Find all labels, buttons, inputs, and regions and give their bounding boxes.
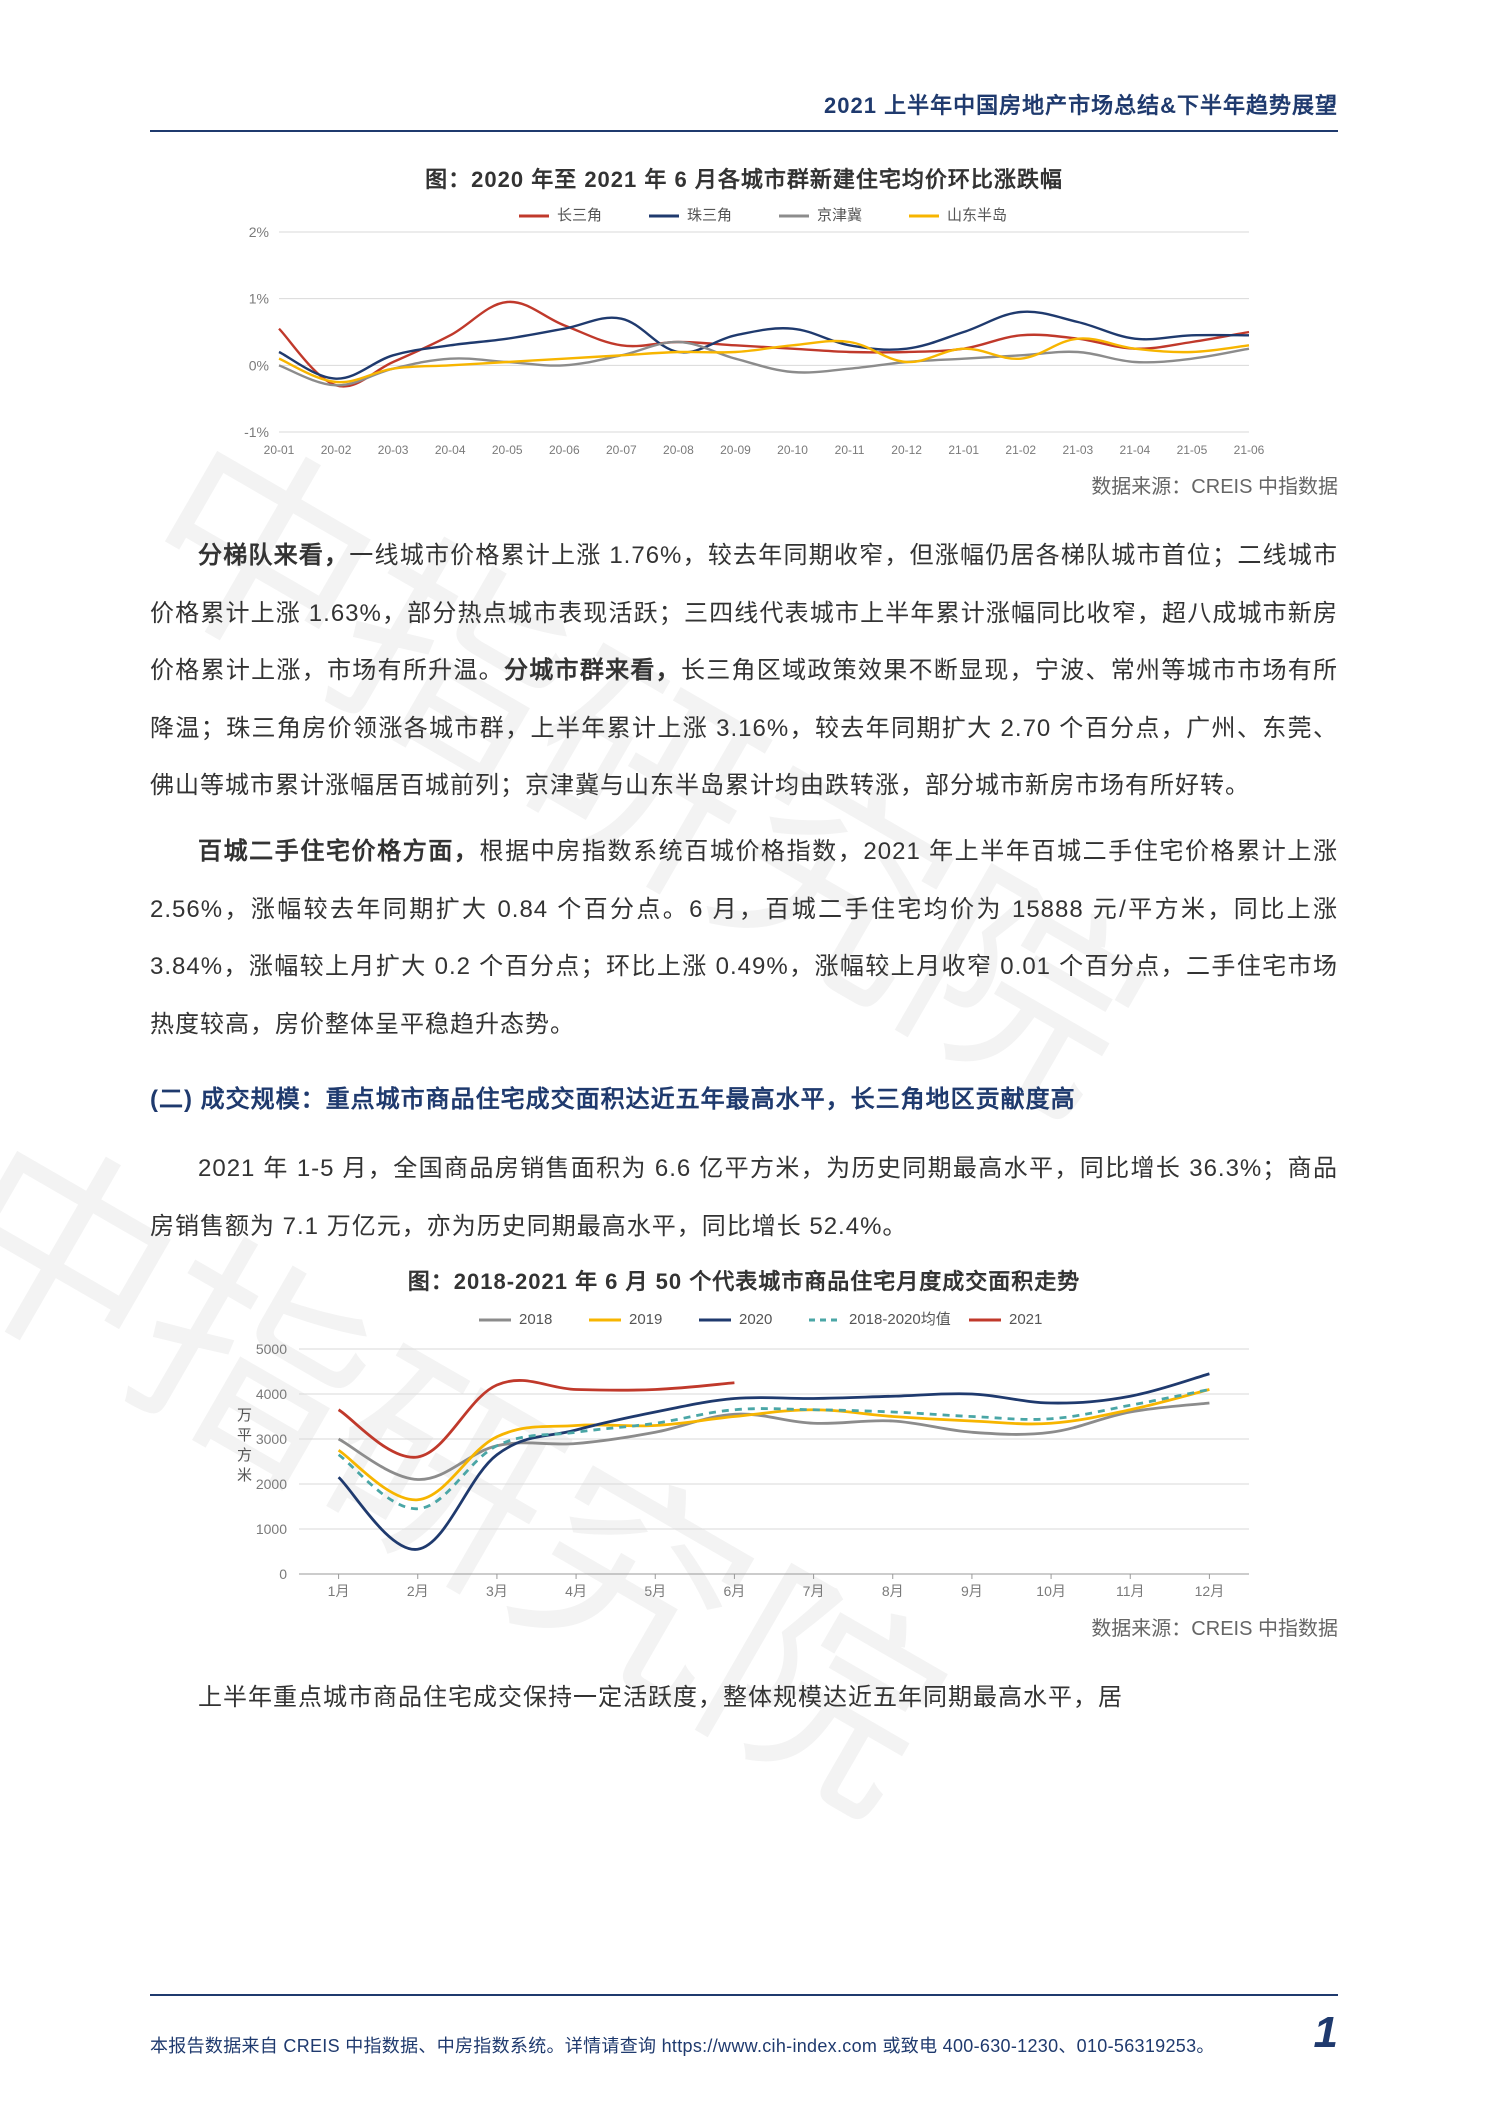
paragraph-2: 百城二手住宅价格方面，根据中房指数系统百城价格指数，2021 年上半年百城二手住… [150, 823, 1338, 1053]
svg-text:20-09: 20-09 [720, 443, 751, 457]
svg-text:21-01: 21-01 [948, 443, 979, 457]
svg-text:2月: 2月 [407, 1583, 429, 1599]
svg-text:山东半岛: 山东半岛 [947, 207, 1007, 224]
svg-text:20-03: 20-03 [378, 443, 409, 457]
chart1: -1% 0% 1% 2% 20-01 20-02 20-03 20-04 20-05 20-06 2… [150, 202, 1338, 462]
paragraph-1: 分梯队来看，一线城市价格累计上涨 1.76%，较去年同期收窄，但涨幅仍居各梯队城… [150, 527, 1338, 815]
paragraph-4: 上半年重点城市商品住宅成交保持一定活跃度，整体规模达近五年同期最高水平，居 [150, 1669, 1338, 1727]
page-number: 1 [1314, 2008, 1338, 2058]
svg-text:2018: 2018 [519, 1311, 552, 1328]
svg-text:21-04: 21-04 [1120, 443, 1151, 457]
svg-text:20-07: 20-07 [606, 443, 637, 457]
svg-text:21-02: 21-02 [1005, 443, 1036, 457]
paragraph-3: 2021 年 1-5 月，全国商品房销售面积为 6.6 亿平方米，为历史同期最高… [150, 1140, 1338, 1255]
svg-text:2000: 2000 [256, 1476, 287, 1492]
svg-text:3000: 3000 [256, 1431, 287, 1447]
svg-text:0%: 0% [249, 357, 269, 373]
svg-text:2018-2020均值: 2018-2020均值 [849, 1311, 951, 1328]
para2-lead: 百城二手住宅价格方面， [198, 838, 480, 865]
chart1-source: 数据来源：CREIS 中指数据 [150, 470, 1338, 499]
svg-text:2019: 2019 [629, 1311, 662, 1328]
svg-text:20-02: 20-02 [321, 443, 352, 457]
page-header: 2021 上半年中国房地产市场总结&下半年趋势展望 [150, 88, 1338, 132]
svg-text:12月: 12月 [1195, 1583, 1225, 1599]
svg-text:20-06: 20-06 [549, 443, 580, 457]
svg-text:8月: 8月 [882, 1583, 904, 1599]
svg-text:米: 米 [237, 1467, 252, 1484]
svg-text:5月: 5月 [644, 1583, 666, 1599]
svg-text:20-04: 20-04 [435, 443, 466, 457]
svg-text:4月: 4月 [565, 1583, 587, 1599]
para1-lead: 分梯队来看， [198, 542, 349, 569]
page-footer: 本报告数据来自 CREIS 中指数据、中房指数系统。详情请查询 https://… [150, 1994, 1338, 2058]
svg-text:1%: 1% [249, 291, 269, 307]
svg-text:7月: 7月 [803, 1583, 825, 1599]
svg-text:20-10: 20-10 [777, 443, 808, 457]
svg-text:1000: 1000 [256, 1521, 287, 1537]
svg-text:20-12: 20-12 [891, 443, 922, 457]
svg-text:万: 万 [237, 1407, 252, 1424]
svg-text:3月: 3月 [486, 1583, 508, 1599]
svg-text:21-05: 21-05 [1177, 443, 1208, 457]
chart2-title: 图：2018-2021 年 6 月 50 个代表城市商品住宅月度成交面积走势 [150, 1264, 1338, 1296]
svg-text:平: 平 [237, 1427, 252, 1444]
svg-text:20-08: 20-08 [663, 443, 694, 457]
svg-text:珠三角: 珠三角 [687, 207, 732, 224]
svg-text:9月: 9月 [961, 1583, 983, 1599]
svg-text:2%: 2% [249, 224, 269, 240]
chart2-source: 数据来源：CREIS 中指数据 [150, 1612, 1338, 1641]
svg-text:11月: 11月 [1116, 1583, 1145, 1599]
svg-text:京津冀: 京津冀 [817, 207, 862, 224]
para1-lead2: 分城市群来看， [504, 657, 681, 684]
footer-text: 本报告数据来自 CREIS 中指数据、中房指数系统。详情请查询 https://… [150, 2032, 1215, 2058]
svg-text:1月: 1月 [328, 1583, 350, 1599]
svg-text:10月: 10月 [1036, 1583, 1066, 1599]
chart2: 0 1000 2000 3000 4000 5000 万平方米 1月 2月 3月 4月 5月 6月 7月 8… [150, 1304, 1338, 1604]
svg-text:21-03: 21-03 [1062, 443, 1093, 457]
svg-text:20-11: 20-11 [835, 443, 865, 457]
svg-text:21-06: 21-06 [1234, 443, 1265, 457]
svg-text:6月: 6月 [724, 1583, 746, 1599]
svg-text:20-01: 20-01 [264, 443, 295, 457]
svg-text:方: 方 [237, 1447, 252, 1464]
svg-text:-1%: -1% [244, 424, 269, 440]
para2-rest: 根据中房指数系统百城价格指数，2021 年上半年百城二手住宅价格累计上涨 2.5… [150, 838, 1338, 1038]
svg-text:2020: 2020 [739, 1311, 772, 1328]
svg-text:20-05: 20-05 [492, 443, 523, 457]
svg-text:2021: 2021 [1009, 1311, 1042, 1328]
svg-text:0: 0 [279, 1566, 287, 1582]
svg-text:4000: 4000 [256, 1386, 287, 1402]
section-heading: (二) 成交规模：重点城市商品住宅成交面积达近五年最高水平，长三角地区贡献度高 [150, 1079, 1338, 1114]
svg-text:长三角: 长三角 [557, 207, 602, 224]
svg-text:5000: 5000 [256, 1341, 287, 1357]
chart1-title: 图：2020 年至 2021 年 6 月各城市群新建住宅均价环比涨跌幅 [150, 162, 1338, 194]
